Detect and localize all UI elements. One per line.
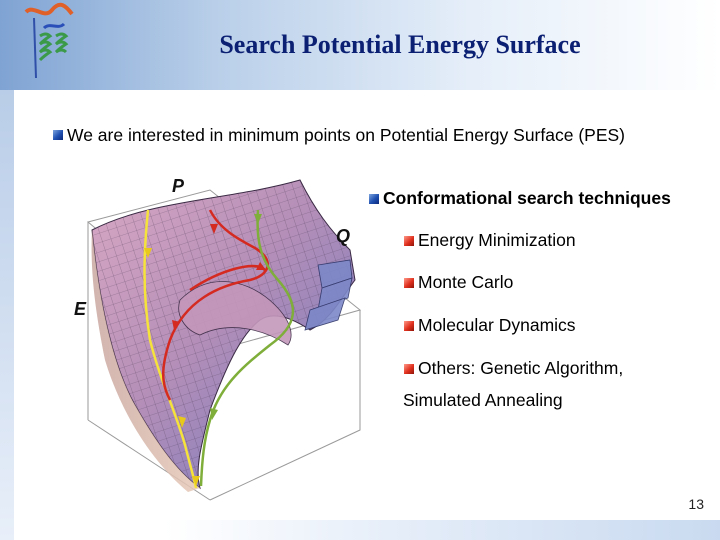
- technique-item: Energy Minimization: [418, 230, 576, 250]
- bullet-marker: [404, 321, 414, 331]
- axis-label-p: P: [172, 176, 185, 196]
- technique-item: Monte Carlo: [418, 272, 514, 292]
- technique-item-continuation: Simulated Annealing: [403, 390, 563, 410]
- red-path: [162, 209, 269, 401]
- bullet-marker: [404, 364, 414, 374]
- yellow-path: [143, 209, 198, 489]
- axis-label-e: E: [74, 299, 87, 319]
- green-path: [199, 209, 295, 487]
- bullet-marker: [53, 130, 63, 140]
- left-accent-band: [0, 90, 14, 540]
- footer-band: [165, 520, 720, 540]
- pes-surface-figure: P Q E: [74, 176, 362, 501]
- protein-ribbon-logo: [24, 2, 74, 79]
- technique-item: Molecular Dynamics: [418, 315, 576, 335]
- section-heading: Conformational search techniques: [383, 188, 671, 208]
- header-band: [0, 0, 720, 90]
- slide-title: Search Potential Energy Surface: [219, 30, 581, 59]
- intro-bullet-text: We are interested in minimum points on P…: [67, 125, 625, 145]
- technique-item: Others: Genetic Algorithm,: [418, 358, 624, 378]
- axis-label-q: Q: [336, 226, 350, 246]
- page-number: 13: [688, 496, 704, 512]
- bullet-marker: [404, 278, 414, 288]
- bullet-marker: [404, 236, 414, 246]
- bullet-marker: [369, 194, 379, 204]
